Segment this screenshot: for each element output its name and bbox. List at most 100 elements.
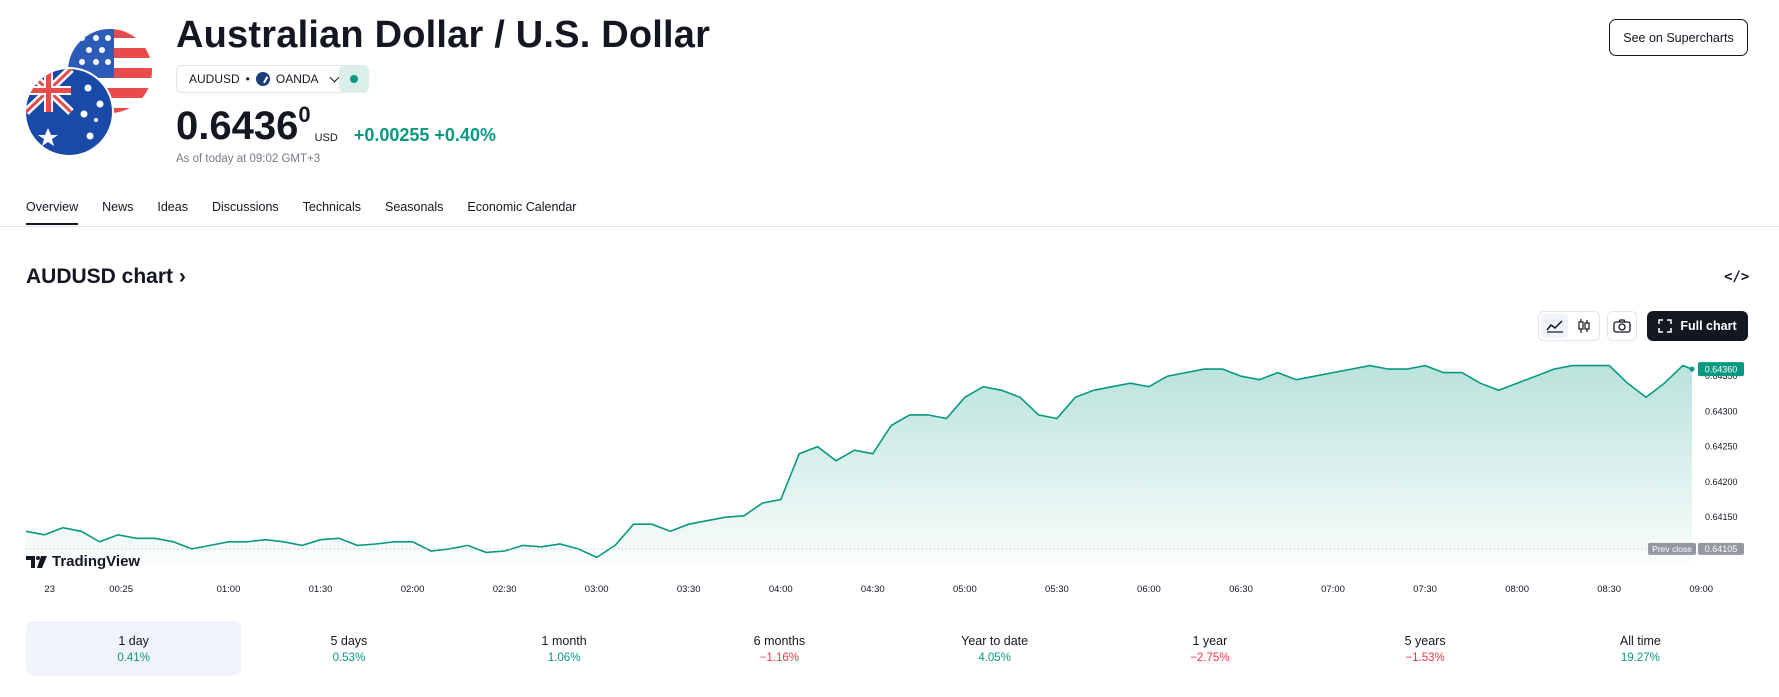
symbol-ticker: AUDUSD — [189, 72, 240, 86]
period-value: 19.27% — [1620, 651, 1660, 664]
x-tick-label: 07:30 — [1413, 584, 1437, 595]
period-year-to-date[interactable]: Year to date 4.05% — [887, 621, 1102, 676]
x-tick-label: 04:30 — [861, 584, 885, 595]
candlestick-icon — [1577, 319, 1590, 333]
last-price-superscript: 0 — [298, 102, 311, 127]
chevron-down-icon — [329, 72, 340, 83]
symbol-selector[interactable]: AUDUSD • OANDA — [176, 65, 349, 93]
x-tick-label: 04:00 — [769, 584, 793, 595]
x-tick-label: 05:00 — [953, 584, 977, 595]
performance-periods: 1 day 0.41% 5 days 0.53% 1 month 1.06% 6… — [26, 621, 1748, 676]
x-tick-label: 01:00 — [217, 584, 241, 595]
x-tick-label: 08:00 — [1505, 584, 1529, 595]
last-price-point — [1689, 366, 1695, 372]
x-tick-label: 01:30 — [309, 584, 333, 595]
y-tick-label: 0.64200 — [1705, 477, 1738, 487]
prev-close-badge — [1698, 542, 1744, 555]
period-label: Year to date — [961, 633, 1029, 648]
as-of-timestamp: As of today at 09:02 GMT+3 — [176, 153, 321, 165]
symbol-tabs: Overview News Ideas Discussions Technica… — [26, 200, 576, 225]
last-price: 0.6436 — [176, 104, 299, 148]
x-tick-label: 09:00 — [1689, 584, 1713, 595]
exchange-name: OANDA — [275, 72, 319, 86]
symbol-separator: • — [245, 72, 250, 86]
period-5-years[interactable]: 5 years −1.53% — [1318, 621, 1533, 676]
embed-code-icon[interactable]: </> — [1724, 269, 1750, 285]
tab-seasonals[interactable]: Seasonals — [385, 200, 444, 214]
x-tick-label: 07:00 — [1321, 584, 1345, 595]
candles-chart-button[interactable] — [1570, 314, 1597, 338]
tab-overview[interactable]: Overview — [26, 200, 79, 225]
period-label: 5 years — [1404, 633, 1446, 648]
oanda-logo-icon — [255, 72, 270, 86]
period-value: 4.05% — [978, 651, 1011, 664]
period-label: All time — [1619, 633, 1661, 648]
period-label: 5 days — [330, 633, 368, 648]
tab-economic-calendar[interactable]: Economic Calendar — [467, 200, 577, 214]
period-5-days[interactable]: 5 days 0.53% — [241, 621, 456, 676]
page-title: Australian Dollar / U.S. Dollar — [176, 14, 711, 56]
period-value: 0.53% — [332, 651, 366, 664]
period-1-day[interactable]: 1 day 0.41% — [26, 621, 242, 676]
tab-news[interactable]: News — [102, 200, 134, 214]
x-tick-label: 06:30 — [1229, 584, 1253, 595]
y-tick-label: 0.64250 — [1705, 442, 1738, 452]
x-tick-label: 05:30 — [1045, 584, 1069, 595]
area-chart-button[interactable] — [1541, 314, 1568, 338]
chart-section-title-link[interactable]: AUDUSD chart › — [26, 265, 186, 289]
fullscreen-icon — [1658, 319, 1673, 333]
chart-style-toggle — [1538, 311, 1600, 341]
snapshot-button[interactable] — [1607, 311, 1637, 341]
price-change: +0.00255 +0.40% — [353, 125, 496, 145]
market-status-badge[interactable] — [339, 65, 369, 93]
last-price-badge — [1698, 362, 1744, 377]
period-label: 1 day — [118, 633, 149, 648]
tab-discussions[interactable]: Discussions — [211, 200, 279, 214]
price-chart[interactable]: 0.64150 0.64200 0.64250 0.64300 0.64350 23 00… — [0, 355, 1779, 605]
x-tick-label: 00:25 — [109, 584, 133, 595]
period-1-month[interactable]: 1 month 1.06% — [457, 621, 672, 676]
tradingview-brand: TradingView — [52, 553, 141, 570]
price-area — [26, 365, 1692, 563]
period-1-year[interactable]: 1 year −2.75% — [1102, 621, 1317, 676]
x-tick-label: 06:00 — [1137, 584, 1161, 595]
tradingview-logo-icon — [26, 555, 47, 568]
last-price-badge-label: 0.64360 — [1705, 365, 1738, 375]
market-open-dot-icon — [350, 75, 358, 83]
period-all-time[interactable]: All time 19.27% — [1533, 621, 1748, 676]
area-chart-icon — [1545, 320, 1563, 333]
chart-section-title: AUDUSD chart — [26, 265, 174, 288]
currency-flags-icon — [26, 29, 152, 157]
period-value: 0.41% — [117, 651, 150, 664]
price-line — [25, 364, 1693, 559]
x-tick-label: 02:30 — [493, 584, 517, 595]
full-chart-button[interactable]: Full chart — [1647, 311, 1748, 341]
tab-technicals[interactable]: Technicals — [302, 200, 362, 214]
x-tick-label: 02:00 — [401, 584, 425, 595]
tab-ideas[interactable]: Ideas — [157, 200, 188, 214]
camera-icon — [1613, 319, 1631, 333]
prev-close-tag — [1648, 542, 1696, 555]
period-value: −1.16% — [759, 651, 800, 664]
price-block: 0.6436 0 USD +0.00255 +0.40% — [176, 102, 496, 148]
y-tick-label: 0.64150 — [1705, 512, 1738, 522]
tradingview-logo: TradingView — [26, 553, 140, 570]
price-currency: USD — [314, 132, 338, 144]
x-tick-label: 03:30 — [677, 584, 701, 595]
period-value: −2.75% — [1190, 651, 1230, 664]
chevron-right-icon: › — [178, 265, 186, 288]
period-label: 1 month — [541, 633, 587, 648]
y-tick-label: 0.64300 — [1705, 406, 1738, 416]
tabs-divider — [0, 226, 1779, 227]
period-value: −1.53% — [1405, 651, 1445, 664]
period-label: 6 months — [753, 633, 806, 648]
prev-close-tag-label: Prev close — [1652, 544, 1692, 554]
prev-close-badge-label: 0.64105 — [1705, 544, 1738, 554]
x-tick-label: 08:30 — [1597, 584, 1621, 595]
see-on-supercharts-button[interactable]: See on Supercharts — [1609, 19, 1748, 56]
y-tick-label: 0.64350 — [1705, 371, 1738, 381]
x-tick-label: 03:00 — [585, 584, 609, 595]
period-value: 1.06% — [547, 651, 581, 664]
period-6-months[interactable]: 6 months −1.16% — [672, 621, 887, 676]
x-tick-label: 23 — [44, 584, 55, 595]
